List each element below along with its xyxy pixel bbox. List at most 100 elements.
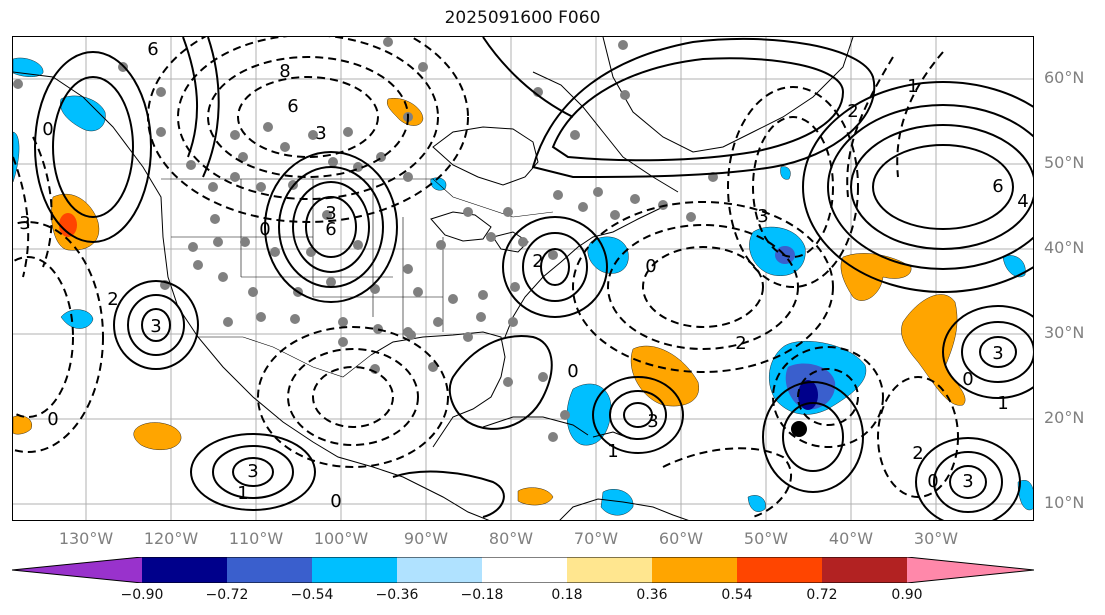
colorbar-tick: 0.54 — [721, 587, 753, 603]
lon-label: 90°W — [403, 529, 449, 548]
cold-anomaly — [600, 489, 634, 516]
contour-label: 0 — [47, 409, 58, 430]
colorbar-tick: −0.36 — [375, 587, 419, 603]
warm-anomaly — [133, 422, 182, 450]
warm-anomaly — [840, 253, 912, 301]
contour-label: 3 — [325, 203, 336, 224]
lat-label: 40°N — [1044, 238, 1085, 257]
cold-anomaly — [60, 95, 106, 132]
colorbar-swatch — [312, 557, 397, 583]
contour-label: 0 — [645, 256, 656, 277]
cold-anomaly — [587, 236, 629, 274]
warm-anomaly — [387, 98, 424, 126]
cold-anomaly — [60, 309, 94, 329]
colorbar-tick: 0.90 — [891, 587, 923, 603]
colorbar-swatch — [822, 557, 907, 583]
contour-label: 2 — [107, 289, 118, 310]
colorbar-tick: −0.54 — [290, 587, 334, 603]
great-lakes — [430, 211, 492, 242]
contour-label: 2 — [532, 251, 543, 272]
colorbar-swatch — [652, 557, 737, 583]
contour-label: 8 — [279, 61, 290, 82]
contour-label: 2 — [847, 101, 858, 122]
contour-label: 6 — [325, 219, 336, 240]
contour-label: 3 — [992, 343, 1003, 364]
coastlines — [13, 37, 854, 520]
colorbar-tick: −0.90 — [120, 587, 164, 603]
warm-anomaly — [901, 294, 966, 406]
lon-label: 30°W — [913, 529, 959, 548]
contour-label: 1 — [907, 76, 918, 97]
contour-label: 3 — [150, 316, 161, 337]
greenland-coast — [602, 37, 854, 153]
lat-label: 20°N — [1044, 408, 1085, 427]
colorbar-swatch — [567, 557, 652, 583]
colorbar-swatch — [737, 557, 822, 583]
map-title: 2025091600 F060 — [444, 8, 601, 28]
lon-label: 110°W — [228, 529, 284, 548]
lat-label: 10°N — [1044, 493, 1085, 512]
lon-label: 80°W — [488, 529, 534, 548]
contour-label: 0 — [259, 219, 270, 240]
contour-label: 0 — [927, 471, 938, 492]
lon-label: 130°W — [58, 529, 114, 548]
cold-anomaly — [566, 383, 612, 446]
lon-label: 120°W — [143, 529, 199, 548]
contour-label: 3 — [247, 461, 258, 482]
contour-label: 1 — [237, 483, 248, 504]
gulf-coast — [370, 331, 506, 448]
colorbar — [12, 557, 1034, 583]
warm-anomaly — [517, 487, 554, 506]
contour-label: 4 — [1017, 191, 1028, 212]
north-america-coast — [13, 71, 490, 520]
cold-anomaly — [1017, 480, 1033, 511]
contour-label: 0 — [330, 491, 341, 512]
contour-label: 2 — [735, 333, 746, 354]
colorbar-tick: 0.72 — [806, 587, 838, 603]
contour-label: 3 — [315, 123, 326, 144]
hudson-bay — [432, 126, 539, 186]
colorbar-tick: −0.72 — [205, 587, 249, 603]
contour-label: 3 — [19, 213, 30, 234]
lon-label: 100°W — [313, 529, 369, 548]
east-coast — [504, 206, 664, 338]
lat-label: 30°N — [1044, 323, 1085, 342]
negative-contours — [13, 37, 959, 518]
contour-label: 6 — [147, 39, 158, 60]
contour-label: 1 — [997, 393, 1008, 414]
map-panel: 6 8 6 3 3 6 0 0 3 3 2 2 0 3 6 4 1 2 2 3 … — [12, 36, 1034, 521]
colorbar-swatch — [397, 557, 482, 583]
colorbar-tick: 0.36 — [636, 587, 668, 603]
colorbar-swatch — [482, 557, 567, 583]
cold-anomaly — [780, 166, 791, 180]
cold-anomaly — [747, 495, 766, 512]
map-canvas: 6 8 6 3 3 6 0 0 3 3 2 2 0 3 6 4 1 2 2 3 … — [13, 37, 1033, 520]
colorbar-tick: 0.18 — [551, 587, 583, 603]
colorbar-swatch — [227, 557, 312, 583]
cold-anomaly — [13, 57, 44, 77]
warm-anomaly — [631, 345, 699, 407]
contour-label: 0 — [962, 369, 973, 390]
contour-label: 6 — [992, 176, 1003, 197]
colorbar-tick: −0.18 — [460, 587, 504, 603]
colorbar-swatch — [907, 557, 1034, 583]
contour-label: 2 — [912, 443, 923, 464]
colorbar-swatch — [142, 557, 227, 583]
contour-label-group: 6 8 6 3 3 6 0 0 3 3 2 2 0 3 6 4 1 2 2 3 … — [19, 39, 1028, 512]
lon-label: 50°W — [743, 529, 789, 548]
contour-label: 3 — [757, 206, 768, 227]
colorbar-swatch — [12, 557, 142, 583]
contour-label: 6 — [287, 96, 298, 117]
lat-label: 50°N — [1044, 153, 1085, 172]
positive-contours — [34, 37, 1033, 520]
lon-label: 60°W — [658, 529, 704, 548]
warm-core — [59, 213, 77, 237]
cold-anomaly — [1002, 255, 1026, 278]
lon-label: 40°W — [828, 529, 874, 548]
cold-anomaly — [13, 131, 20, 183]
lat-label: 60°N — [1044, 68, 1085, 87]
cuba — [482, 416, 589, 436]
contour-label: 0 — [567, 361, 578, 382]
south-america-coast — [559, 498, 689, 520]
lon-label: 70°W — [573, 529, 619, 548]
